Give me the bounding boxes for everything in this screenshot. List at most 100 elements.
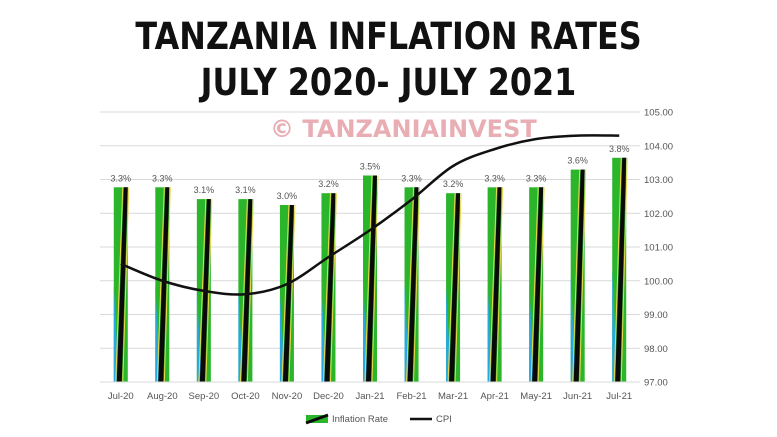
x-tick-label: Feb-21	[396, 391, 426, 402]
bar-blue-part	[279, 293, 285, 382]
data-label: 3.6%	[567, 156, 588, 166]
bar	[363, 175, 379, 383]
bar-yellow-stripe	[115, 187, 124, 383]
bar-blue-part	[529, 284, 535, 382]
bar-yellow-stripe	[496, 187, 504, 383]
legend: Inflation Rate CPI	[305, 413, 452, 425]
bar	[321, 193, 337, 383]
x-tick-label: Jul-21	[606, 391, 632, 402]
bar-blue-part	[196, 290, 202, 382]
chart-title: TANZANIA INFLATION RATES JULY 2020- JULY…	[54, 14, 722, 106]
right-axis-tick-label: 100.00	[644, 276, 673, 287]
bar-yellow-stripe	[454, 193, 462, 383]
right-axis-tick-label: 97.00	[644, 378, 668, 389]
x-tick-label: Jun-21	[563, 391, 592, 402]
data-label: 3.2%	[318, 179, 339, 189]
data-label: 3.3%	[111, 173, 132, 183]
bar-yellow-stripe	[489, 187, 498, 383]
data-label: 3.3%	[401, 173, 422, 183]
bar	[570, 169, 587, 383]
legend-label-inflation-rate: Inflation Rate	[332, 414, 388, 425]
bar-yellow-stripe	[364, 175, 373, 383]
bar-yellow-stripe	[322, 193, 331, 383]
bar-black-stripe	[282, 205, 294, 382]
x-tick-label: Sep-20	[189, 391, 220, 402]
legend-item-cpi: CPI	[410, 414, 452, 425]
data-label: 3.3%	[152, 173, 173, 183]
bar-blue-part	[321, 287, 327, 382]
x-tick-label: Oct-20	[231, 391, 260, 402]
x-tick-label: Nov-20	[272, 391, 303, 402]
chart-title-line-1: TANZANIA INFLATION RATES	[135, 15, 642, 58]
x-tick-label: Jul-20	[108, 391, 134, 402]
bar-blue-part	[113, 284, 119, 382]
bar-black-stripe	[407, 187, 419, 382]
bar-blue-part	[155, 284, 161, 382]
bar-black-stripe	[116, 187, 128, 382]
bar-yellow-stripe	[288, 204, 296, 383]
bars	[100, 157, 640, 383]
bar-black-stripe	[324, 193, 336, 382]
x-tick-label: Mar-21	[438, 391, 468, 402]
cpi-line	[120, 134, 620, 296]
data-label: 3.8%	[609, 144, 630, 154]
chart-title-line-2: JULY 2020- JULY 2021	[200, 61, 577, 104]
bar-yellow-stripe	[572, 169, 581, 383]
right-axis-tick-label: 104.00	[644, 141, 673, 152]
bar-yellow-stripe	[329, 193, 337, 383]
bar-blue-part	[487, 284, 493, 382]
bar	[113, 187, 130, 383]
right-axis-tick-label: 103.00	[644, 175, 673, 186]
bar-yellow-stripe	[246, 199, 254, 383]
bar-yellow-stripe	[371, 175, 379, 383]
x-tick-label: Dec-20	[313, 391, 344, 402]
bar	[404, 187, 421, 383]
data-label: 3.2%	[443, 179, 464, 189]
x-tick-label: Jan-21	[355, 391, 384, 402]
bar-yellow-stripe	[156, 187, 165, 383]
bar-blue-part	[238, 290, 244, 382]
data-label: 3.1%	[194, 185, 215, 195]
right-axis-tick-label: 102.00	[644, 209, 673, 220]
x-tick-label: Aug-20	[147, 391, 178, 402]
bar-yellow-stripe	[620, 157, 628, 383]
bar	[279, 204, 296, 383]
bar-black-stripe	[615, 157, 627, 382]
x-axis-ticks: Jul-20 Aug-20 Sep-20 Oct-20 Nov-20 Dec-20 Jan-…	[108, 391, 632, 402]
data-label: 3.1%	[235, 185, 256, 195]
legend-swatch-stripe	[305, 413, 329, 425]
bar	[155, 187, 171, 383]
legend-item-inflation-rate: Inflation Rate	[305, 413, 388, 425]
watermark: © TANZANIAINVEST	[270, 115, 537, 143]
bar-blue-part	[363, 278, 368, 382]
data-labels: 3.3% 3.3% 3.1% 3.1% 3.0% 3.2% 3.5% 3.3% 3.2% 3.3%…	[111, 144, 630, 201]
right-axis-tick-label: 105.00	[644, 108, 673, 119]
bar-black-stripe	[532, 187, 544, 382]
bar-yellow-stripe	[530, 187, 539, 383]
right-axis-tick-label: 99.00	[644, 310, 668, 321]
right-axis-ticks: 97.00 98.00 99.00 100.00 101.00 102.00 103.00 1…	[644, 108, 673, 389]
bar-yellow-stripe	[413, 187, 421, 383]
bar-yellow-stripe	[579, 169, 587, 383]
bar-black-stripe	[158, 187, 170, 382]
bar	[529, 187, 545, 383]
bar-yellow-stripe	[239, 199, 248, 383]
bar-black-stripe	[449, 193, 461, 382]
data-label: 3.0%	[277, 191, 298, 201]
bar-blue-part	[570, 275, 576, 382]
bar-black-stripe	[490, 187, 502, 382]
bar-black-stripe	[573, 169, 585, 382]
bar-yellow-stripe	[122, 187, 130, 383]
bar-yellow-stripe	[163, 187, 171, 383]
bar-yellow-stripe	[537, 187, 545, 383]
bar-black-stripe	[241, 199, 253, 382]
data-label: 3.3%	[484, 173, 505, 183]
bar-yellow-stripe	[613, 157, 622, 383]
bar-yellow-stripe	[281, 204, 290, 383]
x-tick-label: Apr-21	[480, 391, 509, 402]
x-tick-label: May-21	[520, 391, 552, 402]
bar-blue-part	[404, 284, 410, 382]
bar-yellow-stripe	[406, 187, 415, 383]
right-axis-tick-label: 101.00	[644, 243, 673, 254]
